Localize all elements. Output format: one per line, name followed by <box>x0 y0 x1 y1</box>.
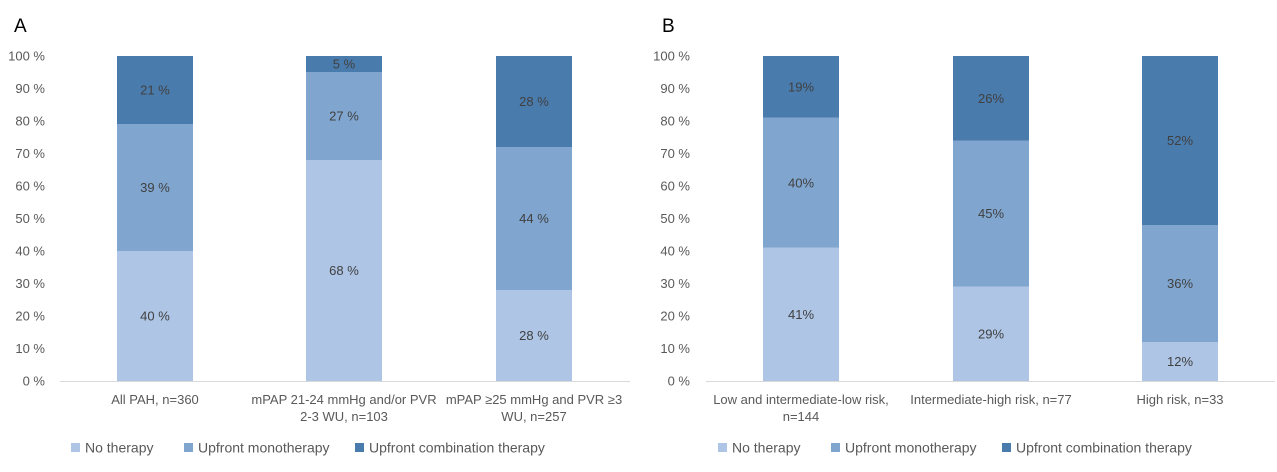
panel-b-bar-upfront-monotherapy-3 <box>1142 225 1218 342</box>
panel-a-legend-label: Upfront monotherapy <box>198 440 330 456</box>
panel-a-bar-upfront-monotherapy-2 <box>306 72 382 160</box>
panel-b-bar-upfront-monotherapy-2 <box>953 140 1029 287</box>
panel-b-data-label: 41% <box>788 307 814 322</box>
panel-a-bar-upfront-combination-therapy-1 <box>117 56 193 125</box>
panel-a-legend-label: Upfront combination therapy <box>369 440 545 456</box>
panel-a-bar-upfront-monotherapy-1 <box>117 124 193 251</box>
panel-a-category-label: All PAH, n=360 <box>111 392 199 407</box>
panel-b-data-label: 40% <box>788 175 814 190</box>
panel-b-legend-label: Upfront combination therapy <box>1016 440 1192 456</box>
panel-a-data-label: 44 % <box>519 211 549 226</box>
panel-a-data-label: 39 % <box>140 180 170 195</box>
panel-a-y-tick-label: 90 % <box>15 81 45 96</box>
panel-a-y-tick-label: 100 % <box>8 49 45 64</box>
panel-a-chart: A 0 % 10 % 20 % 30 % 40 % 50 % 60 % 70 % 80 % 90 … <box>8 16 630 456</box>
panel-b-bar-no-therapy-3 <box>1142 342 1218 381</box>
panel-b-legend-label: Upfront monotherapy <box>845 440 977 456</box>
panel-a-bar-upfront-combination-therapy-3 <box>496 56 572 147</box>
panel-a-category-label: mPAP ≥25 mmHg and PVR ≥3 <box>446 392 622 407</box>
panel-a-data-label: 5 % <box>333 57 356 72</box>
panel-b-y-tick-label: 70 % <box>660 146 690 161</box>
panel-b-letter: B <box>662 16 675 37</box>
panel-a-category-label: mPAP 21-24 mmHg and/or PVR <box>251 392 436 407</box>
panel-b-legend-label: No therapy <box>732 440 800 456</box>
panel-b-legend-swatch-no-therapy <box>718 443 727 452</box>
panel-b-legend-swatch-upfront-combination-therapy <box>1002 443 1011 452</box>
panel-b-data-label: 29% <box>978 326 1004 341</box>
panel-a-legend-label: No therapy <box>85 440 153 456</box>
panel-a-y-tick-label: 70 % <box>15 146 45 161</box>
panel-a-data-label: 28 % <box>519 328 549 343</box>
panel-a-legend-swatch-upfront-monotherapy <box>184 443 193 452</box>
panel-b-data-label: 12% <box>1167 354 1193 369</box>
panel-a-data-label: 28 % <box>519 94 549 109</box>
panel-a-y-tick-label: 60 % <box>15 179 45 194</box>
panel-b-data-label: 45% <box>978 206 1004 221</box>
panel-a-bar-upfront-combination-therapy-2 <box>306 56 382 73</box>
panel-b-y-tick-label: 80 % <box>660 114 690 129</box>
panel-a-bar-no-therapy-3 <box>496 290 572 381</box>
panel-b-y-tick-label: 10 % <box>660 341 690 356</box>
panel-a-legend-swatch-no-therapy <box>71 443 80 452</box>
panel-a-y-tick-label: 40 % <box>15 244 45 259</box>
panel-a-y-tick-label: 30 % <box>15 276 45 291</box>
panel-b-bar-upfront-combination-therapy-3 <box>1142 56 1218 225</box>
panel-a-data-label: 21 % <box>140 83 170 98</box>
panel-a-data-label: 68 % <box>329 263 359 278</box>
panel-a-y-tick-label: 10 % <box>15 341 45 356</box>
panel-a-y-tick-label: 80 % <box>15 114 45 129</box>
panel-a-bar-no-therapy-2 <box>306 160 382 381</box>
panel-b-y-tick-label: 30 % <box>660 276 690 291</box>
panel-b-y-tick-label: 50 % <box>660 211 690 226</box>
panel-a-data-label: 27 % <box>329 109 359 124</box>
panel-b-data-label: 52% <box>1167 133 1193 148</box>
panel-a-bar-no-therapy-1 <box>117 251 193 381</box>
panel-b-data-label: 36% <box>1167 276 1193 291</box>
panel-b-category-label: n=144 <box>783 409 820 424</box>
panel-b-y-tick-label: 60 % <box>660 179 690 194</box>
panel-b-category-label: Intermediate-high risk, n=77 <box>910 392 1072 407</box>
panel-b-y-tick-label: 0 % <box>668 374 691 389</box>
panel-a-y-tick-label: 0 % <box>23 374 46 389</box>
panel-a-data-label: 40 % <box>140 309 170 324</box>
panel-b-data-label: 19% <box>788 79 814 94</box>
panel-b-category-label: High risk, n=33 <box>1136 392 1223 407</box>
panel-a-bar-upfront-monotherapy-3 <box>496 147 572 290</box>
panel-a-y-tick-label: 20 % <box>15 309 45 324</box>
panel-a-category-label: WU, n=257 <box>501 409 566 424</box>
panel-b-y-tick-label: 40 % <box>660 244 690 259</box>
panel-b-legend-swatch-upfront-monotherapy <box>831 443 840 452</box>
panel-b-bar-no-therapy-2 <box>953 286 1029 381</box>
panel-a-y-tick-label: 50 % <box>15 211 45 226</box>
panel-b-bar-upfront-combination-therapy-1 <box>763 56 839 118</box>
panel-b-chart: B 0 % 10 % 20 % 30 % 40 % 50 % 60 % 70 % 80 % 90 … <box>653 16 1275 456</box>
panel-a-letter: A <box>14 16 27 37</box>
panel-b-bar-upfront-monotherapy-1 <box>763 117 839 248</box>
panel-a-category-label: 2-3 WU, n=103 <box>300 409 388 424</box>
panel-a-legend-swatch-upfront-combination-therapy <box>355 443 364 452</box>
panel-b-y-tick-label: 90 % <box>660 81 690 96</box>
panel-b-category-label: Low and intermediate-low risk, <box>713 392 889 407</box>
panel-b-y-tick-label: 20 % <box>660 309 690 324</box>
panel-b-y-tick-label: 100 % <box>653 49 690 64</box>
panel-b-bar-no-therapy-1 <box>763 247 839 381</box>
panel-b-data-label: 26% <box>978 91 1004 106</box>
panel-b-bar-upfront-combination-therapy-2 <box>953 56 1029 141</box>
